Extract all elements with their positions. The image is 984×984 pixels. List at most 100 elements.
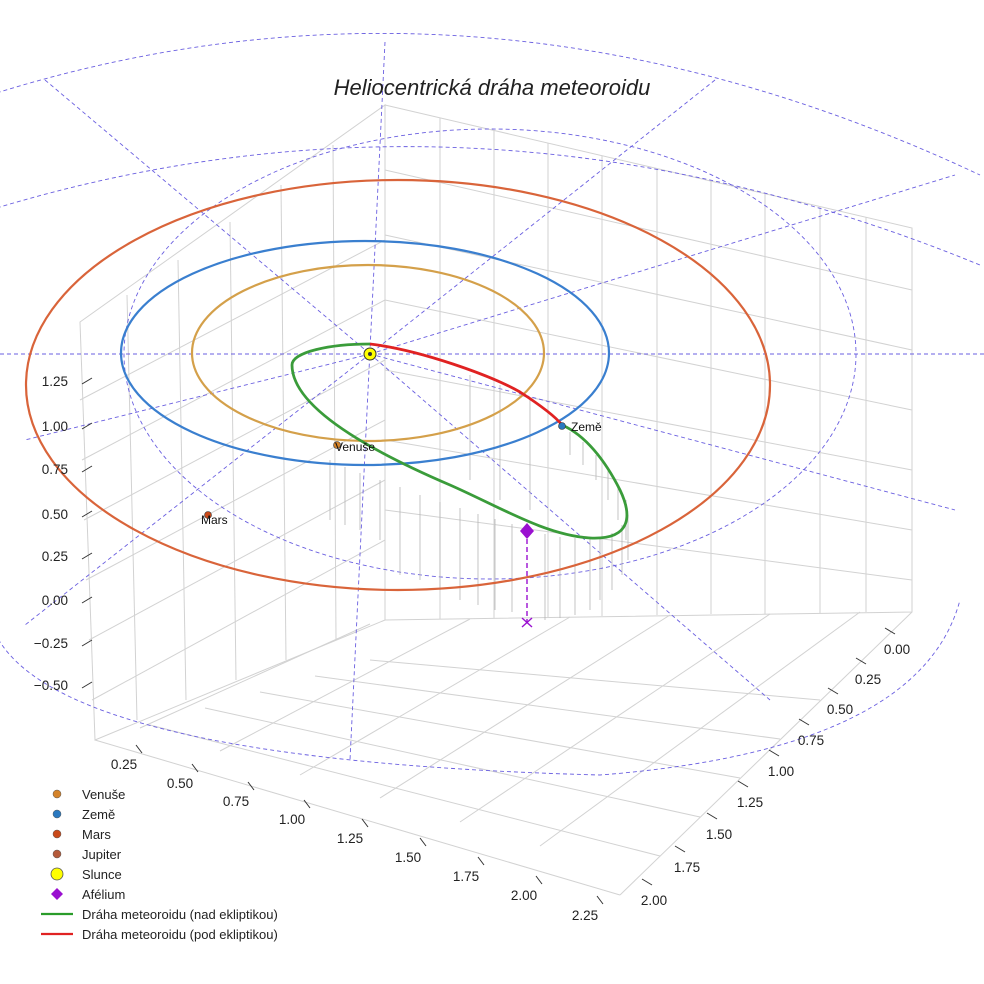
legend-item-zeme: Země <box>52 807 115 822</box>
y-tick-mark <box>884 627 896 635</box>
y-tick-label: 0.25 <box>855 672 881 687</box>
y-tick-label: 1.25 <box>737 795 763 810</box>
orbit-zeme <box>119 239 611 467</box>
y-tick-label: 0.50 <box>827 702 853 717</box>
planet-orbits <box>24 178 772 592</box>
z-tick-mark <box>81 465 93 473</box>
y-tick-label: 2.00 <box>641 893 667 908</box>
aphelion-group <box>520 523 534 628</box>
x-tick-mark <box>361 818 369 828</box>
legend-label: Venuše <box>82 787 125 802</box>
z-tick-label: −0.50 <box>34 678 68 693</box>
z-tick-mark <box>81 510 93 518</box>
meteoroid-orbit-below-ecliptic <box>369 342 564 426</box>
meteoroid-orbit <box>290 342 629 540</box>
y-tick-label: 0.75 <box>798 733 824 748</box>
legend-item-mars: Mars <box>52 827 111 842</box>
z-tick-label: 0.25 <box>42 549 68 564</box>
z-tick-label: 0.00 <box>42 593 68 608</box>
legend-marker <box>52 849 62 859</box>
x-tick-mark <box>477 856 485 866</box>
y-tick-mark <box>737 780 749 788</box>
legend-item-afelium: Afélium <box>51 887 125 902</box>
x-tick-label: 0.50 <box>167 776 193 791</box>
z-tick-mark <box>81 681 93 689</box>
y-tick-mark <box>641 878 653 886</box>
x-tick-mark <box>419 837 427 847</box>
legend-item-slunce: Slunce <box>50 867 122 882</box>
planet-label-mars: Mars <box>201 513 228 527</box>
y-tick-label: 0.00 <box>884 642 910 657</box>
x-tick-mark <box>535 875 543 885</box>
y-tick-mark <box>798 718 810 726</box>
planet-label-zeme: Země <box>571 420 602 434</box>
legend-label: Země <box>82 807 115 822</box>
x-tick-label: 1.25 <box>337 831 363 846</box>
y-tick-label: 1.75 <box>674 860 700 875</box>
z-tick-mark <box>81 639 93 647</box>
legend-marker <box>52 829 62 839</box>
legend-marker <box>50 867 64 881</box>
y-tick-mark <box>674 845 686 853</box>
legend-item-jupiter: Jupiter <box>52 847 122 862</box>
y-tick-label: 1.50 <box>706 827 732 842</box>
z-tick-label: 0.75 <box>42 462 68 477</box>
x-tick-mark <box>135 744 143 754</box>
orbit-mars <box>24 178 772 592</box>
y-tick-mark <box>827 687 839 695</box>
legend-label: Dráha meteoroidu (pod ekliptikou) <box>82 927 278 942</box>
y-tick-mark <box>706 812 718 820</box>
x-axis-ticks: 0.25 0.50 0.75 1.00 1.25 1.50 1.75 2.00 2.25 <box>111 744 604 923</box>
legend-item-draha-meteoroidu-pod-ekliptikou: Dráha meteoroidu (pod ekliptikou) <box>41 927 278 942</box>
z-tick-label: −0.25 <box>34 636 68 651</box>
z-tick-mark <box>81 596 93 604</box>
z-tick-mark <box>81 377 93 385</box>
z-tick-label: 1.25 <box>42 374 68 389</box>
legend: Venuše Země Mars Jupiter Slunce Afélium Dráha … <box>41 787 278 942</box>
legend-label: Slunce <box>82 867 122 882</box>
z-tick-label: 0.50 <box>42 507 68 522</box>
x-tick-label: 1.75 <box>453 869 479 884</box>
x-tick-label: 0.75 <box>223 794 249 809</box>
grid-lines <box>79 104 913 896</box>
legend-marker <box>52 789 62 799</box>
z-tick-mark <box>81 422 93 430</box>
meteoroid-orbit-above-ecliptic <box>290 342 629 540</box>
aphelion-projection-marker <box>521 617 533 628</box>
y-tick-label: 1.00 <box>768 764 794 779</box>
ecliptic-guides <box>0 32 984 776</box>
legend-marker <box>52 809 62 819</box>
x-tick-mark <box>596 895 604 905</box>
z-axis-ticks: −0.50 −0.25 0.00 0.25 0.50 0.75 1.00 1.25 <box>34 374 93 693</box>
orbit-venuse <box>190 263 546 443</box>
aphelion-marker <box>520 523 534 539</box>
y-axis-ticks: 0.000.250.50 0.75 1.00 1.25 1.50 1.75 2.00 <box>641 627 910 908</box>
legend-item-draha-meteoroidu-nad-ekliptikou: Dráha meteoroidu (nad ekliptikou) <box>41 907 278 922</box>
x-tick-label: 1.00 <box>279 812 305 827</box>
x-tick-label: 1.50 <box>395 850 421 865</box>
x-tick-label: 2.00 <box>511 888 537 903</box>
legend-label: Mars <box>82 827 111 842</box>
y-tick-mark <box>768 749 780 757</box>
planet-point-venuse <box>333 441 341 449</box>
x-tick-mark <box>191 763 199 773</box>
planet-label-venuse: Venuše <box>335 440 375 454</box>
chart-title: Heliocentrická dráha meteoroidu <box>334 75 651 100</box>
legend-item-venuse: Venuše <box>52 787 125 802</box>
x-tick-mark <box>303 799 311 809</box>
legend-label: Dráha meteoroidu (nad ekliptikou) <box>82 907 278 922</box>
x-tick-label: 2.25 <box>572 908 598 923</box>
sun-marker <box>363 347 377 361</box>
legend-marker <box>51 888 63 900</box>
legend-label: Jupiter <box>82 847 122 862</box>
z-tick-label: 1.00 <box>42 419 68 434</box>
planet-point-mars <box>204 511 212 519</box>
planet-point-zeme <box>558 422 566 430</box>
x-tick-label: 0.25 <box>111 757 137 772</box>
legend-label: Afélium <box>82 887 125 902</box>
y-tick-mark <box>855 657 867 665</box>
x-tick-mark <box>247 781 255 791</box>
z-tick-mark <box>81 552 93 560</box>
